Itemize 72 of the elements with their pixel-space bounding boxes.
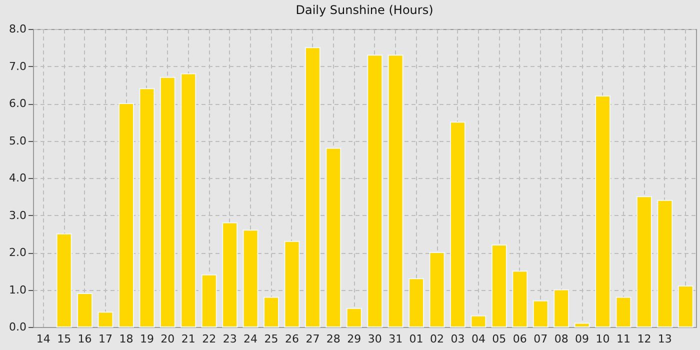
bar xyxy=(636,196,652,328)
y-tick-label: 4.0 xyxy=(9,172,26,184)
x-tick-label: 14 xyxy=(36,332,50,346)
x-tick-label: 01 xyxy=(409,332,424,346)
bar xyxy=(118,103,134,328)
x-tick-label: 03 xyxy=(450,332,465,346)
x-tick-label: 12 xyxy=(637,332,652,346)
x-tick-label: 13 xyxy=(658,332,672,346)
x-tick-label: 10 xyxy=(596,332,610,346)
x-tick-label: 02 xyxy=(430,332,444,346)
bar xyxy=(532,300,548,328)
bar xyxy=(595,96,611,328)
bar xyxy=(264,296,280,328)
x-tick-label: 19 xyxy=(140,332,154,346)
bar xyxy=(408,278,424,328)
bar xyxy=(284,240,300,328)
bar xyxy=(678,286,694,328)
bar xyxy=(304,47,320,328)
x-tick-label: 11 xyxy=(616,332,630,346)
x-tick-label: 27 xyxy=(306,332,320,346)
bar xyxy=(554,289,570,328)
bar xyxy=(201,274,217,328)
bar xyxy=(616,296,632,328)
x-tick-label: 28 xyxy=(326,332,340,346)
x-tick-label: 09 xyxy=(575,332,590,346)
x-tick-label: 26 xyxy=(284,332,299,346)
y-tick-label: 2.0 xyxy=(9,246,26,259)
x-tick-label: 21 xyxy=(181,332,196,346)
bar xyxy=(429,252,445,328)
bar xyxy=(367,54,383,328)
y-tick-label: 0.0 xyxy=(9,320,26,334)
x-tick-label: 16 xyxy=(78,332,92,346)
bar xyxy=(450,122,466,328)
x-tick-label: 18 xyxy=(119,332,134,346)
bar xyxy=(180,73,196,328)
bar xyxy=(512,270,528,328)
x-tick-label: 20 xyxy=(160,332,175,346)
y-tick-label: 3.0 xyxy=(9,208,26,222)
y-tick-label: 8.0 xyxy=(9,22,26,36)
x-tick-label: 06 xyxy=(512,332,527,346)
bar xyxy=(139,88,155,328)
x-tick-label: 31 xyxy=(388,332,403,346)
y-tick-label: 7.0 xyxy=(9,60,26,73)
bar xyxy=(491,244,507,328)
bar xyxy=(242,230,258,328)
bar xyxy=(388,54,404,328)
bar xyxy=(56,233,72,328)
y-tick-label: 6.0 xyxy=(9,97,26,110)
x-tick-label: 17 xyxy=(98,332,113,346)
bar xyxy=(657,200,673,328)
bar xyxy=(326,148,342,328)
x-tick-label: 07 xyxy=(534,332,548,346)
bar xyxy=(98,312,114,328)
x-tick-label: 04 xyxy=(471,332,486,346)
y-tick-label: 1.0 xyxy=(9,283,26,296)
bar xyxy=(346,308,362,328)
x-tick-label: 22 xyxy=(202,332,216,346)
x-tick-label: 25 xyxy=(264,332,278,346)
x-tick-label: 23 xyxy=(222,332,237,346)
x-tick-label: 05 xyxy=(492,332,506,346)
bar xyxy=(77,292,93,328)
x-tick-label: 15 xyxy=(57,332,72,346)
y-tick-label: 5.0 xyxy=(9,134,26,148)
chart-title: Daily Sunshine (Hours) xyxy=(296,3,434,17)
bar xyxy=(160,76,176,328)
x-tick-label: 24 xyxy=(244,332,258,346)
x-tick-label: 29 xyxy=(347,332,362,346)
bar xyxy=(222,222,238,328)
x-tick-label: 30 xyxy=(368,332,382,346)
x-tick-label: 08 xyxy=(554,332,568,346)
bar xyxy=(470,315,486,328)
bar xyxy=(574,322,590,328)
